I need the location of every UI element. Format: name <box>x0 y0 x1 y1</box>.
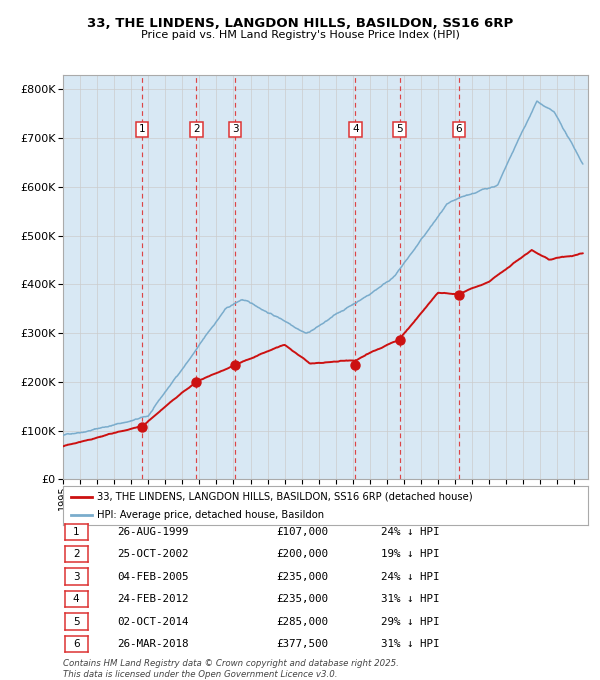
Text: 3: 3 <box>73 572 80 581</box>
Text: 2: 2 <box>193 124 200 135</box>
Text: 26-AUG-1999: 26-AUG-1999 <box>117 527 188 537</box>
Text: 29% ↓ HPI: 29% ↓ HPI <box>381 617 439 626</box>
Text: £200,000: £200,000 <box>276 549 328 559</box>
Text: 02-OCT-2014: 02-OCT-2014 <box>117 617 188 626</box>
Text: 26-MAR-2018: 26-MAR-2018 <box>117 639 188 649</box>
Text: 04-FEB-2005: 04-FEB-2005 <box>117 572 188 581</box>
Text: Price paid vs. HM Land Registry's House Price Index (HPI): Price paid vs. HM Land Registry's House … <box>140 31 460 40</box>
Text: 25-OCT-2002: 25-OCT-2002 <box>117 549 188 559</box>
Text: 2: 2 <box>73 549 80 559</box>
Text: 1: 1 <box>139 124 146 135</box>
Text: 5: 5 <box>73 617 80 626</box>
Text: 5: 5 <box>397 124 403 135</box>
Text: 6: 6 <box>73 639 80 649</box>
Text: 24-FEB-2012: 24-FEB-2012 <box>117 594 188 604</box>
Text: £235,000: £235,000 <box>276 572 328 581</box>
Text: 33, THE LINDENS, LANGDON HILLS, BASILDON, SS16 6RP: 33, THE LINDENS, LANGDON HILLS, BASILDON… <box>87 17 513 31</box>
Text: £377,500: £377,500 <box>276 639 328 649</box>
Text: 1: 1 <box>73 527 80 537</box>
Text: 24% ↓ HPI: 24% ↓ HPI <box>381 527 439 537</box>
Text: £235,000: £235,000 <box>276 594 328 604</box>
Text: £285,000: £285,000 <box>276 617 328 626</box>
Text: 6: 6 <box>455 124 462 135</box>
Text: Contains HM Land Registry data © Crown copyright and database right 2025.
This d: Contains HM Land Registry data © Crown c… <box>63 659 399 679</box>
Text: 24% ↓ HPI: 24% ↓ HPI <box>381 572 439 581</box>
Text: 19% ↓ HPI: 19% ↓ HPI <box>381 549 439 559</box>
Text: 31% ↓ HPI: 31% ↓ HPI <box>381 594 439 604</box>
Text: 33, THE LINDENS, LANGDON HILLS, BASILDON, SS16 6RP (detached house): 33, THE LINDENS, LANGDON HILLS, BASILDON… <box>97 492 473 502</box>
Text: 3: 3 <box>232 124 238 135</box>
Text: HPI: Average price, detached house, Basildon: HPI: Average price, detached house, Basi… <box>97 510 324 520</box>
Text: 4: 4 <box>73 594 80 604</box>
Text: 4: 4 <box>352 124 359 135</box>
Text: £107,000: £107,000 <box>276 527 328 537</box>
Text: 31% ↓ HPI: 31% ↓ HPI <box>381 639 439 649</box>
